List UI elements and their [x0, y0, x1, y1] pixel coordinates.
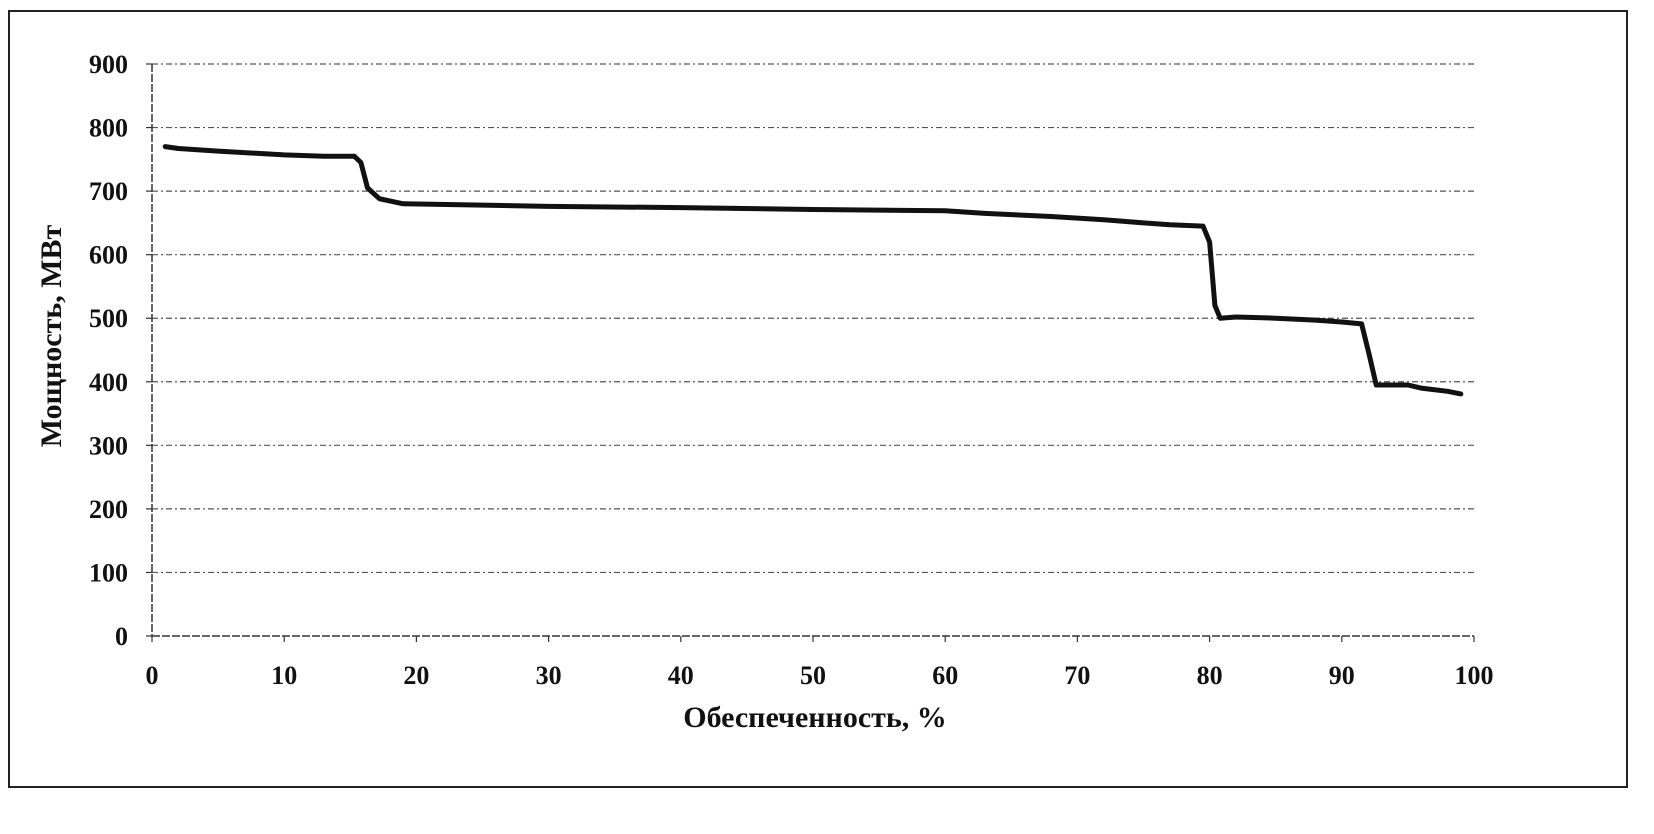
- y-tick-label: 300: [89, 431, 128, 460]
- x-axis-title: Обеспеченность, %: [683, 701, 947, 734]
- y-tick-label: 800: [89, 114, 128, 143]
- x-tick-label: 20: [403, 661, 429, 690]
- x-tick-label: 60: [932, 661, 958, 690]
- y-tick-label: 200: [89, 495, 128, 524]
- y-tick-label: 100: [89, 558, 128, 587]
- x-tick-label: 70: [1064, 661, 1090, 690]
- x-tick-label: 40: [668, 661, 694, 690]
- y-tick-label: 600: [89, 241, 128, 270]
- y-tick-label: 900: [89, 50, 128, 79]
- y-tick-label: 500: [89, 304, 128, 333]
- y-tick-label: 0: [115, 622, 128, 651]
- series-layer: [162, 144, 1464, 397]
- x-tick-label: 100: [1455, 661, 1494, 690]
- x-tick-label: 50: [800, 661, 826, 690]
- chart-frame: [8, 10, 1628, 788]
- x-tick-label: 0: [146, 661, 159, 690]
- y-axis-title: Мощность, МВт: [35, 224, 68, 447]
- x-tick-label: 80: [1197, 661, 1223, 690]
- y-tick-label: 700: [89, 177, 128, 206]
- tick-labels: 0 100 200 300 400 500 600 700 800 900 0 10 20 30 40 50 6…: [89, 50, 1494, 690]
- x-tick-label: 10: [271, 661, 297, 690]
- y-tick-label: 400: [89, 368, 128, 397]
- x-tick-label: 90: [1329, 661, 1355, 690]
- gridlines: [152, 63, 1474, 574]
- x-tick-label: 30: [536, 661, 562, 690]
- axes: [146, 63, 1475, 642]
- series-line-0: [162, 144, 1464, 397]
